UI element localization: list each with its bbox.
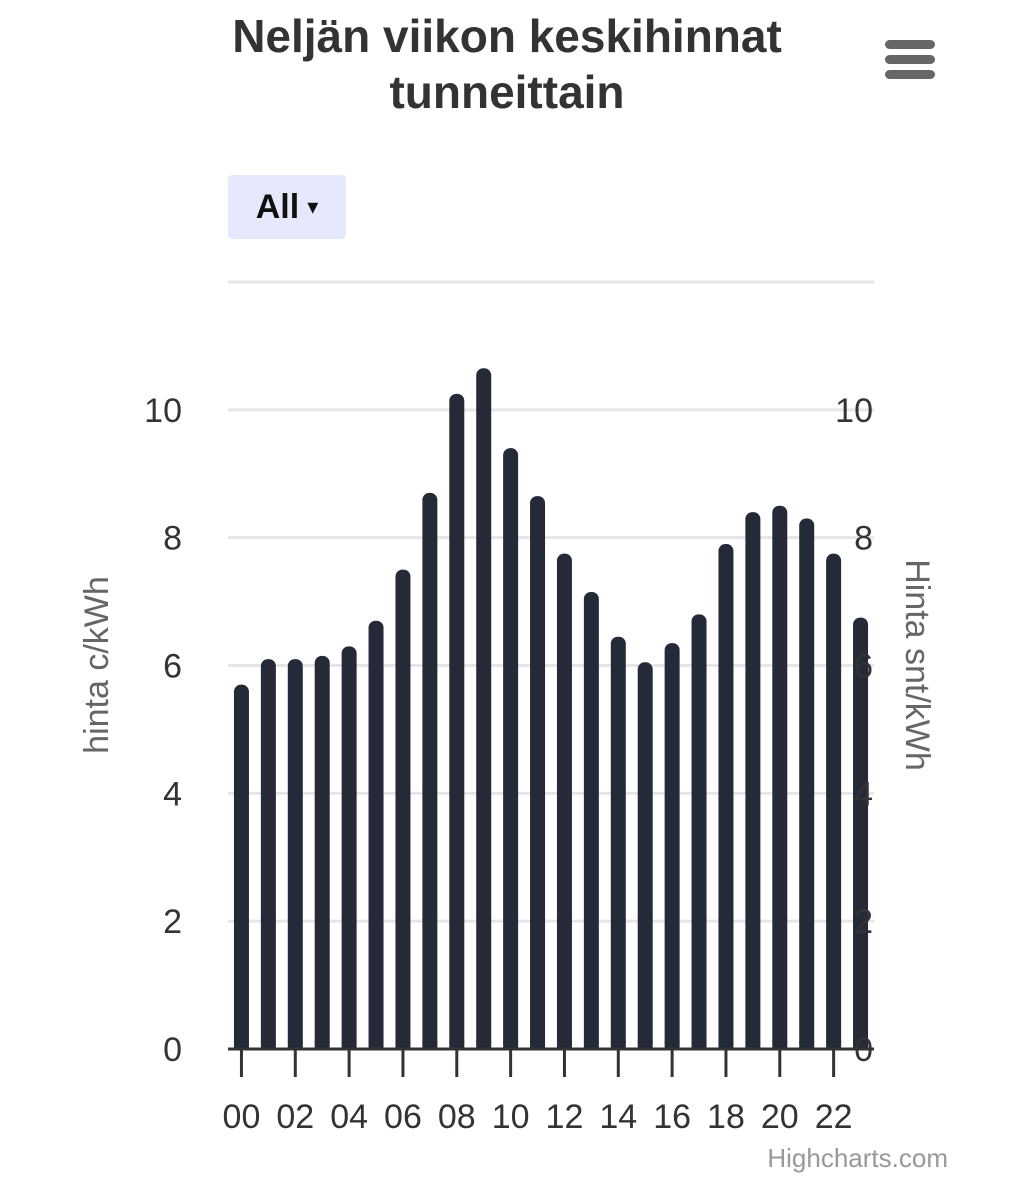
bar-base-03 <box>314 1041 330 1049</box>
x-tick-label: 18 <box>707 1098 745 1136</box>
chart-title: Neljän viikon keskihinnat tunneittain <box>0 8 1014 120</box>
y-tick-label-left: 10 <box>144 392 182 430</box>
bar-base-12 <box>556 1041 572 1049</box>
bar-hour-14[interactable] <box>610 636 626 1049</box>
bar-hour-20[interactable] <box>772 505 788 1049</box>
chart-title-line-1: Neljän viikon keskihinnat <box>232 10 782 62</box>
x-tick-label: 20 <box>761 1098 799 1136</box>
bar-hour-05[interactable] <box>368 620 384 1049</box>
range-selector-label: All <box>255 187 300 226</box>
bar-hour-07[interactable] <box>422 492 438 1049</box>
range-selector-button[interactable]: All ▾ <box>228 175 346 239</box>
bar-hour-22[interactable] <box>826 553 842 1049</box>
bar-base-09 <box>476 1041 492 1049</box>
bar-hour-08[interactable] <box>449 393 465 1050</box>
y-tick-label-right: 4 <box>854 775 873 813</box>
bar-hour-12[interactable] <box>556 553 572 1049</box>
bar-base-13 <box>583 1041 599 1049</box>
bar-hour-19[interactable] <box>745 512 761 1049</box>
y-axis-title-right: Hinta snt/kWh <box>898 559 936 771</box>
bar-base-18 <box>718 1041 734 1049</box>
bar-hour-00[interactable] <box>233 684 249 1049</box>
bar-base-16 <box>664 1041 680 1049</box>
bar-hour-16[interactable] <box>664 643 680 1049</box>
bar-hour-13[interactable] <box>583 591 599 1049</box>
bar-series <box>233 368 869 1050</box>
bar-base-14 <box>610 1041 626 1049</box>
x-axis: 00 02 04 06 08 10 12 14 16 18 20 22 <box>223 1047 874 1136</box>
bar-hour-23[interactable] <box>853 617 869 1049</box>
x-tick-label: 02 <box>276 1098 314 1136</box>
bar-base-20 <box>772 1041 788 1049</box>
x-tick-label: 08 <box>438 1098 476 1136</box>
bar-base-19 <box>745 1041 761 1049</box>
bar-base-22 <box>826 1041 842 1049</box>
bar-hour-15[interactable] <box>637 662 653 1049</box>
bar-hour-09[interactable] <box>476 368 492 1050</box>
y-tick-label-right: 8 <box>854 520 873 558</box>
y-tick-label-right: 2 <box>854 903 873 941</box>
bar-hour-18[interactable] <box>718 544 734 1049</box>
bar-hour-01[interactable] <box>260 659 276 1049</box>
bar-base-00 <box>233 1041 249 1049</box>
x-tick-label: 10 <box>492 1098 530 1136</box>
bar-hour-11[interactable] <box>530 496 546 1049</box>
x-tick-label: 22 <box>815 1098 853 1136</box>
hamburger-menu-icon[interactable] <box>880 36 940 84</box>
bar-base-23 <box>853 1041 869 1049</box>
y-tick-label-left: 2 <box>163 903 182 941</box>
bar-base-02 <box>287 1041 303 1049</box>
bar-hour-06[interactable] <box>395 569 411 1049</box>
x-tick-label: 16 <box>653 1098 691 1136</box>
bar-base-11 <box>530 1041 546 1049</box>
x-tick-label: 12 <box>546 1098 584 1136</box>
x-tick-label: 14 <box>599 1098 637 1136</box>
bar-base-10 <box>503 1041 519 1049</box>
highcharts-credits-link[interactable]: Highcharts.com <box>767 1143 948 1173</box>
bar-base-07 <box>422 1041 438 1049</box>
bar-hour-04[interactable] <box>341 646 357 1049</box>
y-tick-label-left: 0 <box>163 1031 182 1069</box>
y-tick-label-right: 10 <box>835 392 873 430</box>
bar-base-15 <box>637 1041 653 1049</box>
y-axis-labels: 0 0 2 2 4 4 6 6 8 8 10 10 <box>144 392 873 1069</box>
menu-bar-top <box>885 40 935 49</box>
bar-hour-21[interactable] <box>799 518 815 1049</box>
bar-hour-10[interactable] <box>503 448 519 1049</box>
bar-base-21 <box>799 1041 815 1049</box>
bar-hour-17[interactable] <box>691 614 707 1049</box>
bar-base-04 <box>341 1041 357 1049</box>
menu-bar-middle <box>885 55 935 64</box>
chart-title-line-2: tunneittain <box>389 66 625 118</box>
bar-hour-02[interactable] <box>287 659 303 1049</box>
menu-bar-bottom <box>885 70 935 79</box>
y-tick-label-left: 4 <box>163 775 182 813</box>
x-tick-label: 04 <box>330 1098 368 1136</box>
y-axis-title-left: hinta c/kWh <box>78 576 116 754</box>
y-tick-label-left: 8 <box>163 520 182 558</box>
bar-base-08 <box>449 1041 465 1049</box>
bar-base-06 <box>395 1041 411 1049</box>
y-tick-label-right: 6 <box>854 648 873 686</box>
x-tick-label: 00 <box>223 1098 261 1136</box>
bar-hour-03[interactable] <box>314 655 330 1049</box>
y-tick-label-right: 0 <box>854 1031 873 1069</box>
bar-base-17 <box>691 1041 707 1049</box>
x-tick-label: 06 <box>384 1098 422 1136</box>
y-tick-label-left: 6 <box>163 648 182 686</box>
bar-base-01 <box>260 1041 276 1049</box>
bar-base-05 <box>368 1041 384 1049</box>
caret-down-icon: ▾ <box>307 194 319 219</box>
